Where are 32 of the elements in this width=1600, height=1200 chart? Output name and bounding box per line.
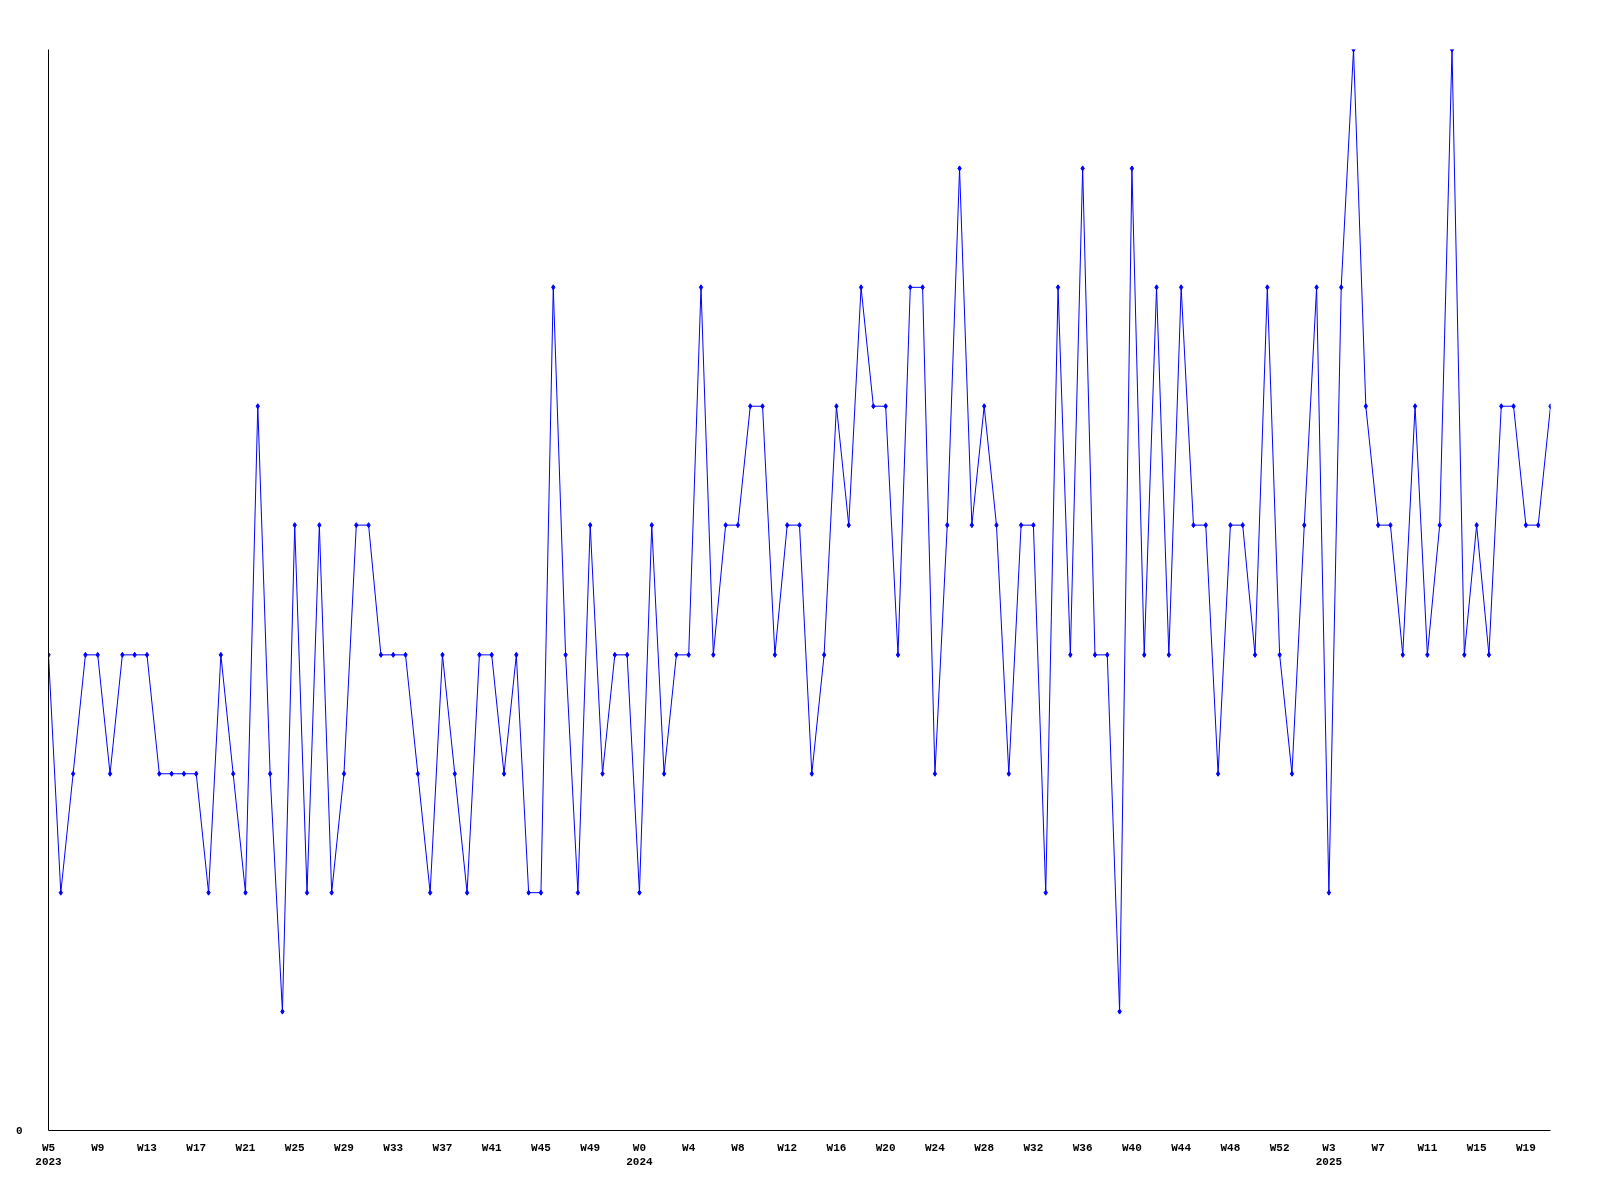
x-tick-label: W49 [580, 1141, 601, 1154]
x-tick-label: W48 [1220, 1141, 1241, 1154]
x-tick-label: W36 [1072, 1141, 1093, 1154]
x-tick-label: W8 [731, 1141, 745, 1154]
text: 0 [15, 1125, 23, 1137]
x-tick-label: W28 [974, 1141, 995, 1154]
x-tick-label: W33 [383, 1141, 404, 1154]
x-tick-label: W41 [481, 1141, 503, 1154]
x-tick-label: W11 [1417, 1141, 1438, 1154]
x-tick-label: W7 [1371, 1141, 1385, 1154]
x-tick-label: W13 [137, 1141, 158, 1154]
x-tick-label: W44 [1171, 1141, 1192, 1154]
x-tick-label: W4 [682, 1141, 696, 1154]
x-tick-label: W5 2023 [35, 1141, 63, 1168]
x-tick-label: W3 2025 [1315, 1141, 1343, 1168]
x-tick-label: W52 [1269, 1141, 1290, 1154]
x-tick-label: W0 2024 [626, 1141, 654, 1168]
x-tick-label: W9 [91, 1141, 105, 1154]
x-tick-label: W17 [186, 1141, 207, 1154]
x-tick-label: W20 [875, 1141, 896, 1154]
x-tick-label: W29 [334, 1141, 354, 1154]
x-tick-label: W25 [284, 1141, 306, 1154]
x-tick-label: W24 [925, 1141, 946, 1154]
x-tick-label: W40 [1122, 1141, 1142, 1154]
x-tick-label: W45 [531, 1141, 552, 1154]
x-tick-label: W16 [826, 1141, 847, 1154]
x-tick-label: W12 [777, 1141, 798, 1154]
x-tick-label: W21 [235, 1141, 256, 1154]
x-tick-label: W32 [1023, 1141, 1044, 1154]
x-tick-label: W19 [1515, 1141, 1536, 1154]
x-tick-label: W37 [432, 1141, 453, 1154]
x-tick-label: W15 [1466, 1141, 1487, 1154]
